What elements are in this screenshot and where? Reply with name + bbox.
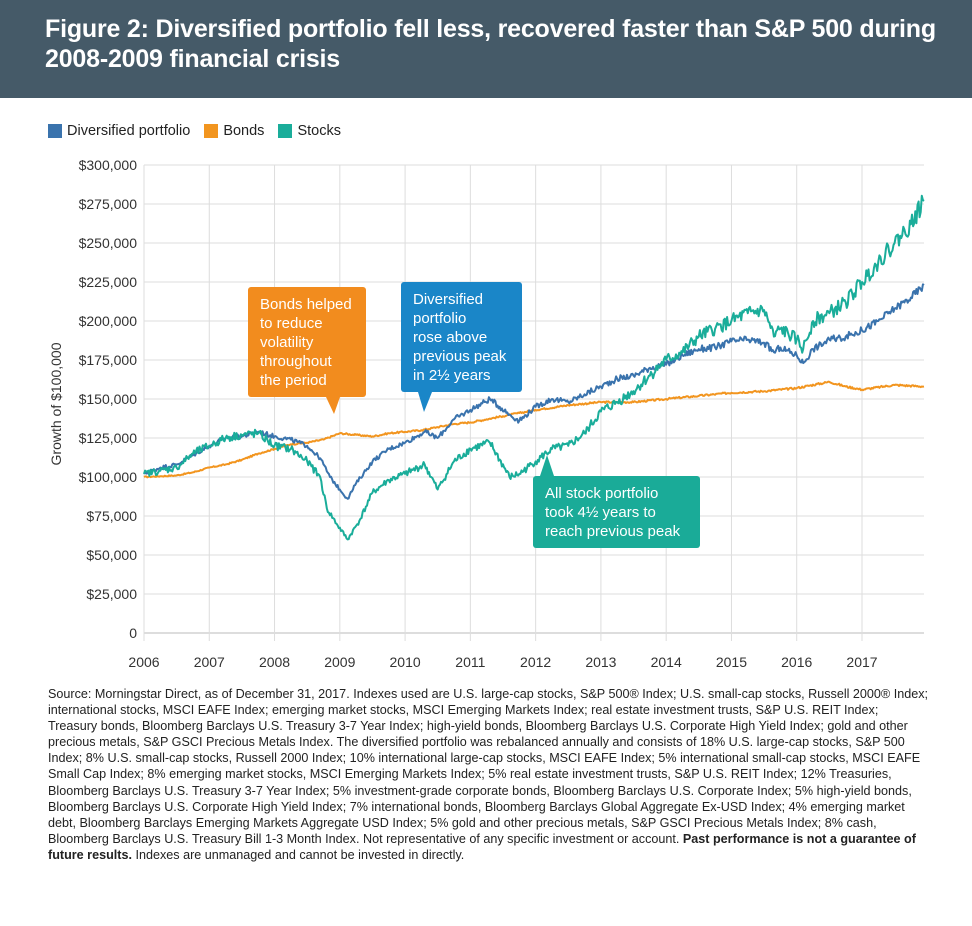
x-tick-label: 2008 [259,654,290,670]
legend-item-bonds: Bonds [204,123,264,139]
callout-stocks-box [533,476,700,548]
callout-bonds-line: to reduce [260,315,323,332]
x-tick-label: 2009 [324,654,355,670]
callout-diversified-line: previous peak [413,348,507,365]
legend-item-stocks: Stocks [278,123,341,139]
callout-stocks-line: All stock portfolio [545,485,658,502]
y-tick-label: 0 [129,625,137,641]
y-tick-label: $50,000 [86,547,137,563]
callout-bonds-line: Bonds helped [260,296,352,313]
footnote-disclaimer: Past performance is not a guarantee of f… [48,831,916,862]
y-tick-label: $275,000 [79,196,138,212]
callout-bonds: Bonds helped to reduce volatility throughou… [248,287,366,414]
header-banner: Figure 2: Diversified portfolio fell les… [0,0,972,98]
x-tick-label: 2007 [194,654,225,670]
x-tick-label: 2017 [846,654,877,670]
y-tick-label: $300,000 [79,157,138,173]
callout-bonds-box [248,287,366,397]
x-tick-labels: 2006 2007 2008 2009 2010 2011 2012 2013 2014 2015… [128,654,877,670]
callout-bonds-line: the period [260,372,327,389]
source-footnote: Source: Morningstar Direct, as of Decemb… [48,686,928,863]
series-layer [143,194,925,541]
line-chart: 0 $25,000 $50,000 $75,000 $100,000 $125,000 $1… [48,157,925,670]
y-tick-label: $125,000 [79,430,138,446]
callout-diversified-line: portfolio [413,310,466,327]
x-tick-label: 2013 [585,654,616,670]
legend-label-stocks: Stocks [297,123,341,139]
footnote-text: Source: Morningstar Direct, as of Decemb… [48,687,929,846]
y-axis-label: Growth of $100,000 [48,342,64,465]
y-tick-label: $75,000 [86,508,137,524]
callout-stocks-line: reach previous peak [545,523,681,540]
y-tick-label: $25,000 [86,586,137,602]
chart-legend: Diversified portfolio Bonds Stocks [48,121,355,141]
callout-bonds-line: throughout [260,353,333,370]
series-line-diversified-portfolio [143,283,925,500]
callout-diversified: Diversified portfolio rose above previous p… [401,282,522,412]
y-tick-label: $100,000 [79,469,138,485]
x-tick-label: 2014 [651,654,682,670]
callout-diversified-box [401,282,522,392]
series-line-bonds [143,380,925,479]
grid-layer [143,164,924,641]
y-tick-label: $225,000 [79,274,138,290]
callout-stocks-pointer [540,455,554,476]
x-tick-label: 2012 [520,654,551,670]
legend-swatch-stocks [278,124,293,138]
y-tick-label: $150,000 [79,391,138,407]
y-tick-labels: 0 $25,000 $50,000 $75,000 $100,000 $125,000 $1… [79,157,138,641]
callout-diversified-line: in 2½ years [413,367,491,384]
callout-layer: Bonds helped to reduce volatility throughou… [248,282,700,548]
x-tick-label: 2006 [128,654,159,670]
callout-diversified-line: Diversified [413,291,483,308]
x-tick-label: 2016 [781,654,812,670]
footnote-tail: Indexes are unmanaged and cannot be inve… [131,847,465,862]
legend-label-bonds: Bonds [223,123,265,139]
y-tick-label: $175,000 [79,352,138,368]
x-tick-label: 2011 [455,654,485,670]
callout-bonds-line: volatility [260,334,314,351]
series-line-stocks [143,194,925,541]
legend-swatch-bonds [204,124,219,138]
y-tick-label: $200,000 [79,313,138,329]
x-tick-label: 2015 [716,654,747,670]
callout-stocks-line: took 4½ years to [545,504,656,521]
callout-diversified-line: rose above [413,329,487,346]
callout-bonds-pointer [326,397,340,414]
legend-item-diversified: Diversified portfolio [48,123,190,139]
y-tick-label: $250,000 [79,235,138,251]
legend-label-diversified: Diversified portfolio [67,123,191,139]
page-title: Figure 2: Diversified portfolio fell les… [45,15,936,73]
x-tick-label: 2010 [390,654,421,670]
legend-swatch-diversified [48,124,62,138]
callout-stocks: All stock portfolio took 4½ years to reach… [533,455,700,548]
callout-diversified-pointer [418,392,432,412]
